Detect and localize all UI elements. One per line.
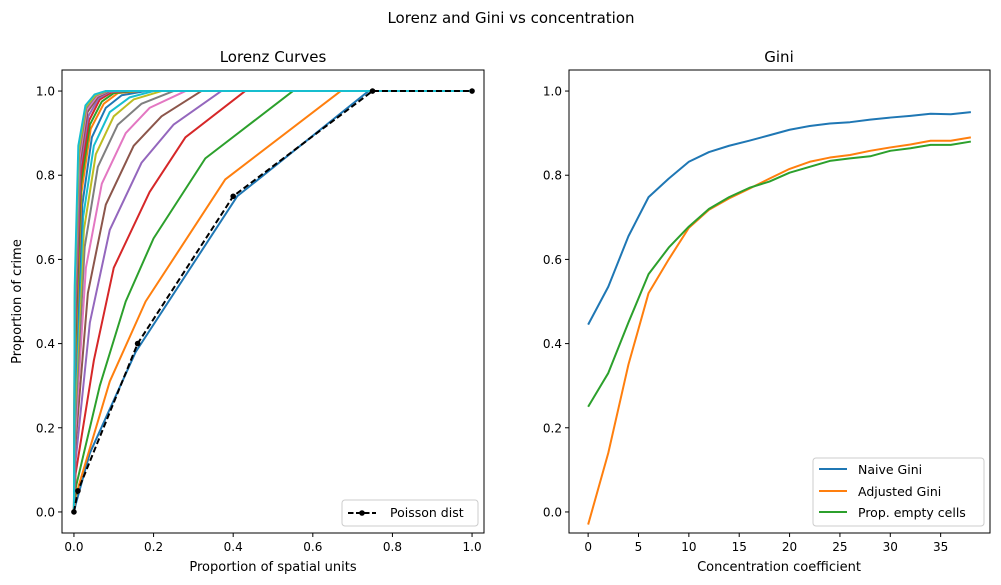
lorenz-curve-13 (72, 90, 473, 512)
lorenz-curve-11 (72, 90, 473, 512)
lorenz-legend: Poisson dist (341, 499, 479, 527)
lorenz-legend-box (341, 499, 479, 527)
lorenz-legend-marker (359, 510, 365, 516)
lorenz-xtick-label: 0.8 (383, 540, 402, 554)
gini-ytick-label: 0.0 (543, 505, 562, 519)
lorenz-ytick-label: 1.0 (36, 85, 55, 99)
lorenz-curve-10 (72, 90, 473, 512)
lorenz-ytick-label: 0.0 (36, 505, 55, 519)
gini-plot-frame (568, 69, 991, 534)
poisson-dist-point (369, 88, 376, 94)
lorenz-curve-18 (72, 90, 473, 512)
gini-line-adjusted (587, 136, 972, 525)
lorenz-curve-15 (72, 90, 473, 512)
gini-xtick-label: 20 (782, 540, 797, 554)
gini-xtick-label: 35 (933, 540, 948, 554)
lorenz-xtick-label: 1.0 (463, 540, 482, 554)
gini-xlabel: Concentration coefficient (697, 560, 861, 575)
gini-panel: Gini 0 5 10 15 20 25 30 35 0.0 0.2 0.4 0.6 0.8 1.0 Co… (543, 48, 991, 575)
lorenz-plot-frame (61, 69, 485, 534)
poisson-dist-point (71, 509, 77, 515)
lorenz-ytick-label: 0.6 (36, 253, 55, 267)
lorenz-ytick-label: 0.2 (36, 421, 55, 435)
lorenz-curve-12 (72, 90, 473, 512)
gini-legend-box (812, 457, 985, 527)
gini-ytick-label: 0.2 (543, 421, 562, 435)
gini-legend: Naive Gini Adjusted Gini Prop. empty cel… (812, 457, 985, 527)
lorenz-curve-1 (72, 90, 473, 513)
poisson-dist-point (469, 88, 475, 94)
lorenz-curve-6 (72, 90, 473, 512)
gini-xtick-label: 5 (635, 540, 643, 554)
gini-ytick-label: 0.6 (543, 253, 562, 267)
gini-xtick-label: 10 (681, 540, 696, 554)
gini-legend-label-empty: Prop. empty cells (858, 505, 966, 520)
poisson-dist-line (72, 90, 473, 513)
gini-xtick-label: 0 (584, 540, 592, 554)
gini-ticks: 0 5 10 15 20 25 30 35 0.0 0.2 0.4 0.6 0.8 1.0 (543, 85, 948, 554)
gini-ytick-label: 0.4 (543, 337, 562, 351)
poisson-dist-point (75, 488, 81, 494)
lorenz-series-group (71, 88, 475, 515)
lorenz-curve-5 (72, 90, 473, 512)
gini-series-group (587, 111, 972, 525)
lorenz-curve-2 (72, 90, 473, 513)
lorenz-curve-9 (72, 90, 473, 512)
gini-xtick-label: 15 (732, 540, 747, 554)
lorenz-title: Lorenz Curves (220, 48, 327, 66)
lorenz-curve-8 (72, 90, 473, 512)
lorenz-curve-17 (72, 90, 473, 512)
lorenz-xtick-label: 0.6 (303, 540, 322, 554)
gini-title: Gini (764, 48, 793, 66)
gini-ytick-label: 0.8 (543, 169, 562, 183)
lorenz-xtick-label: 0.2 (144, 540, 163, 554)
lorenz-curve-19 (72, 90, 473, 512)
lorenz-curve-20 (72, 90, 473, 512)
lorenz-curve-4 (72, 90, 473, 512)
lorenz-ytick-label: 0.4 (36, 337, 55, 351)
gini-ytick-label: 1.0 (543, 85, 562, 99)
gini-xtick-label: 30 (883, 540, 898, 554)
lorenz-panel: Lorenz Curves 0.0 0.2 0.4 0.6 0.8 1.00.00.20.… (10, 48, 485, 575)
lorenz-curve-7 (72, 90, 473, 512)
lorenz-curve-3 (72, 90, 473, 513)
lorenz-xtick-label: 0.0 (64, 540, 83, 554)
gini-legend-label-adjusted: Adjusted Gini (858, 484, 941, 499)
lorenz-ytick-label: 0.8 (36, 169, 55, 183)
gini-line-empty-cells (587, 140, 972, 408)
lorenz-ticks: 0.0 0.2 0.4 0.6 0.8 1.0 0.0 0.2 0.4 0.6 0.8 1.0 (36, 85, 482, 554)
gini-xtick-label: 25 (832, 540, 847, 554)
gini-legend-label-naive: Naive Gini (858, 462, 922, 477)
lorenz-xlabel: Proportion of spatial units (189, 560, 356, 575)
lorenz-ylabel: Proportion of crime (10, 239, 25, 364)
gini-line-naive (587, 111, 971, 326)
lorenz-curve-14 (72, 90, 473, 512)
poisson-dist-point (230, 193, 236, 200)
poisson-dist-point (134, 340, 141, 347)
lorenz-curve-16 (72, 90, 473, 512)
lorenz-xtick-label: 0.4 (224, 540, 243, 554)
figure-title: Lorenz and Gini vs concentration (387, 9, 634, 27)
lorenz-legend-label: Poisson dist (390, 505, 464, 520)
